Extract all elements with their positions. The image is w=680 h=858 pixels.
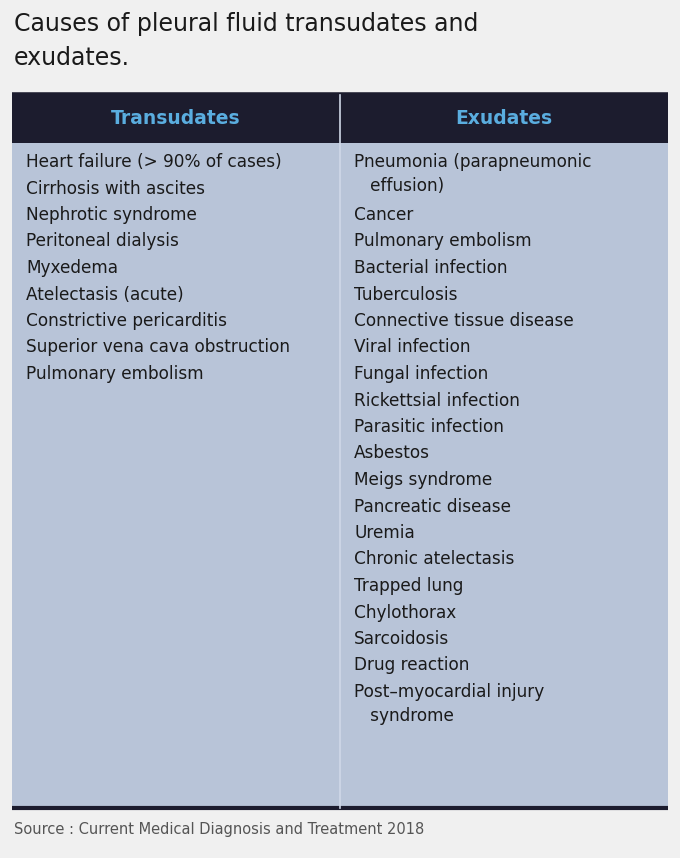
Text: Viral infection: Viral infection	[354, 339, 471, 357]
Text: Pancreatic disease: Pancreatic disease	[354, 498, 511, 516]
Text: Tuberculosis: Tuberculosis	[354, 286, 458, 304]
Text: Connective tissue disease: Connective tissue disease	[354, 312, 574, 330]
Text: Uremia: Uremia	[354, 524, 415, 542]
Text: Parasitic infection: Parasitic infection	[354, 418, 504, 436]
Text: Meigs syndrome: Meigs syndrome	[354, 471, 492, 489]
Text: syndrome: syndrome	[354, 707, 454, 725]
Text: exudates.: exudates.	[14, 46, 130, 70]
Text: Pneumonia (parapneumonic: Pneumonia (parapneumonic	[354, 153, 592, 171]
Text: Source : Current Medical Diagnosis and Treatment 2018: Source : Current Medical Diagnosis and T…	[14, 822, 424, 837]
Text: Drug reaction: Drug reaction	[354, 656, 469, 674]
Text: Superior vena cava obstruction: Superior vena cava obstruction	[26, 339, 290, 357]
Text: Sarcoidosis: Sarcoidosis	[354, 630, 449, 648]
Text: Peritoneal dialysis: Peritoneal dialysis	[26, 233, 179, 251]
Text: Causes of pleural fluid transudates and: Causes of pleural fluid transudates and	[14, 12, 478, 36]
Text: Constrictive pericarditis: Constrictive pericarditis	[26, 312, 227, 330]
Text: Fungal infection: Fungal infection	[354, 365, 488, 383]
Bar	[12, 95, 668, 143]
Text: effusion): effusion)	[354, 178, 444, 196]
Text: Exudates: Exudates	[456, 110, 553, 129]
Text: Chylothorax: Chylothorax	[354, 603, 456, 621]
Text: Asbestos: Asbestos	[354, 444, 430, 462]
Text: Myxedema: Myxedema	[26, 259, 118, 277]
Text: Bacterial infection: Bacterial infection	[354, 259, 507, 277]
Text: Chronic atelectasis: Chronic atelectasis	[354, 551, 514, 569]
Text: Cancer: Cancer	[354, 206, 413, 224]
Text: Transudates: Transudates	[112, 110, 241, 129]
Text: Atelectasis (acute): Atelectasis (acute)	[26, 286, 184, 304]
Text: Rickettsial infection: Rickettsial infection	[354, 391, 520, 409]
Text: Post–myocardial injury: Post–myocardial injury	[354, 683, 544, 701]
Text: Nephrotic syndrome: Nephrotic syndrome	[26, 206, 197, 224]
Text: Cirrhosis with ascites: Cirrhosis with ascites	[26, 179, 205, 197]
Text: Pulmonary embolism: Pulmonary embolism	[354, 233, 532, 251]
Text: Trapped lung: Trapped lung	[354, 577, 463, 595]
Text: Heart failure (> 90% of cases): Heart failure (> 90% of cases)	[26, 153, 282, 171]
Text: Pulmonary embolism: Pulmonary embolism	[26, 365, 203, 383]
Bar	[12, 95, 668, 808]
